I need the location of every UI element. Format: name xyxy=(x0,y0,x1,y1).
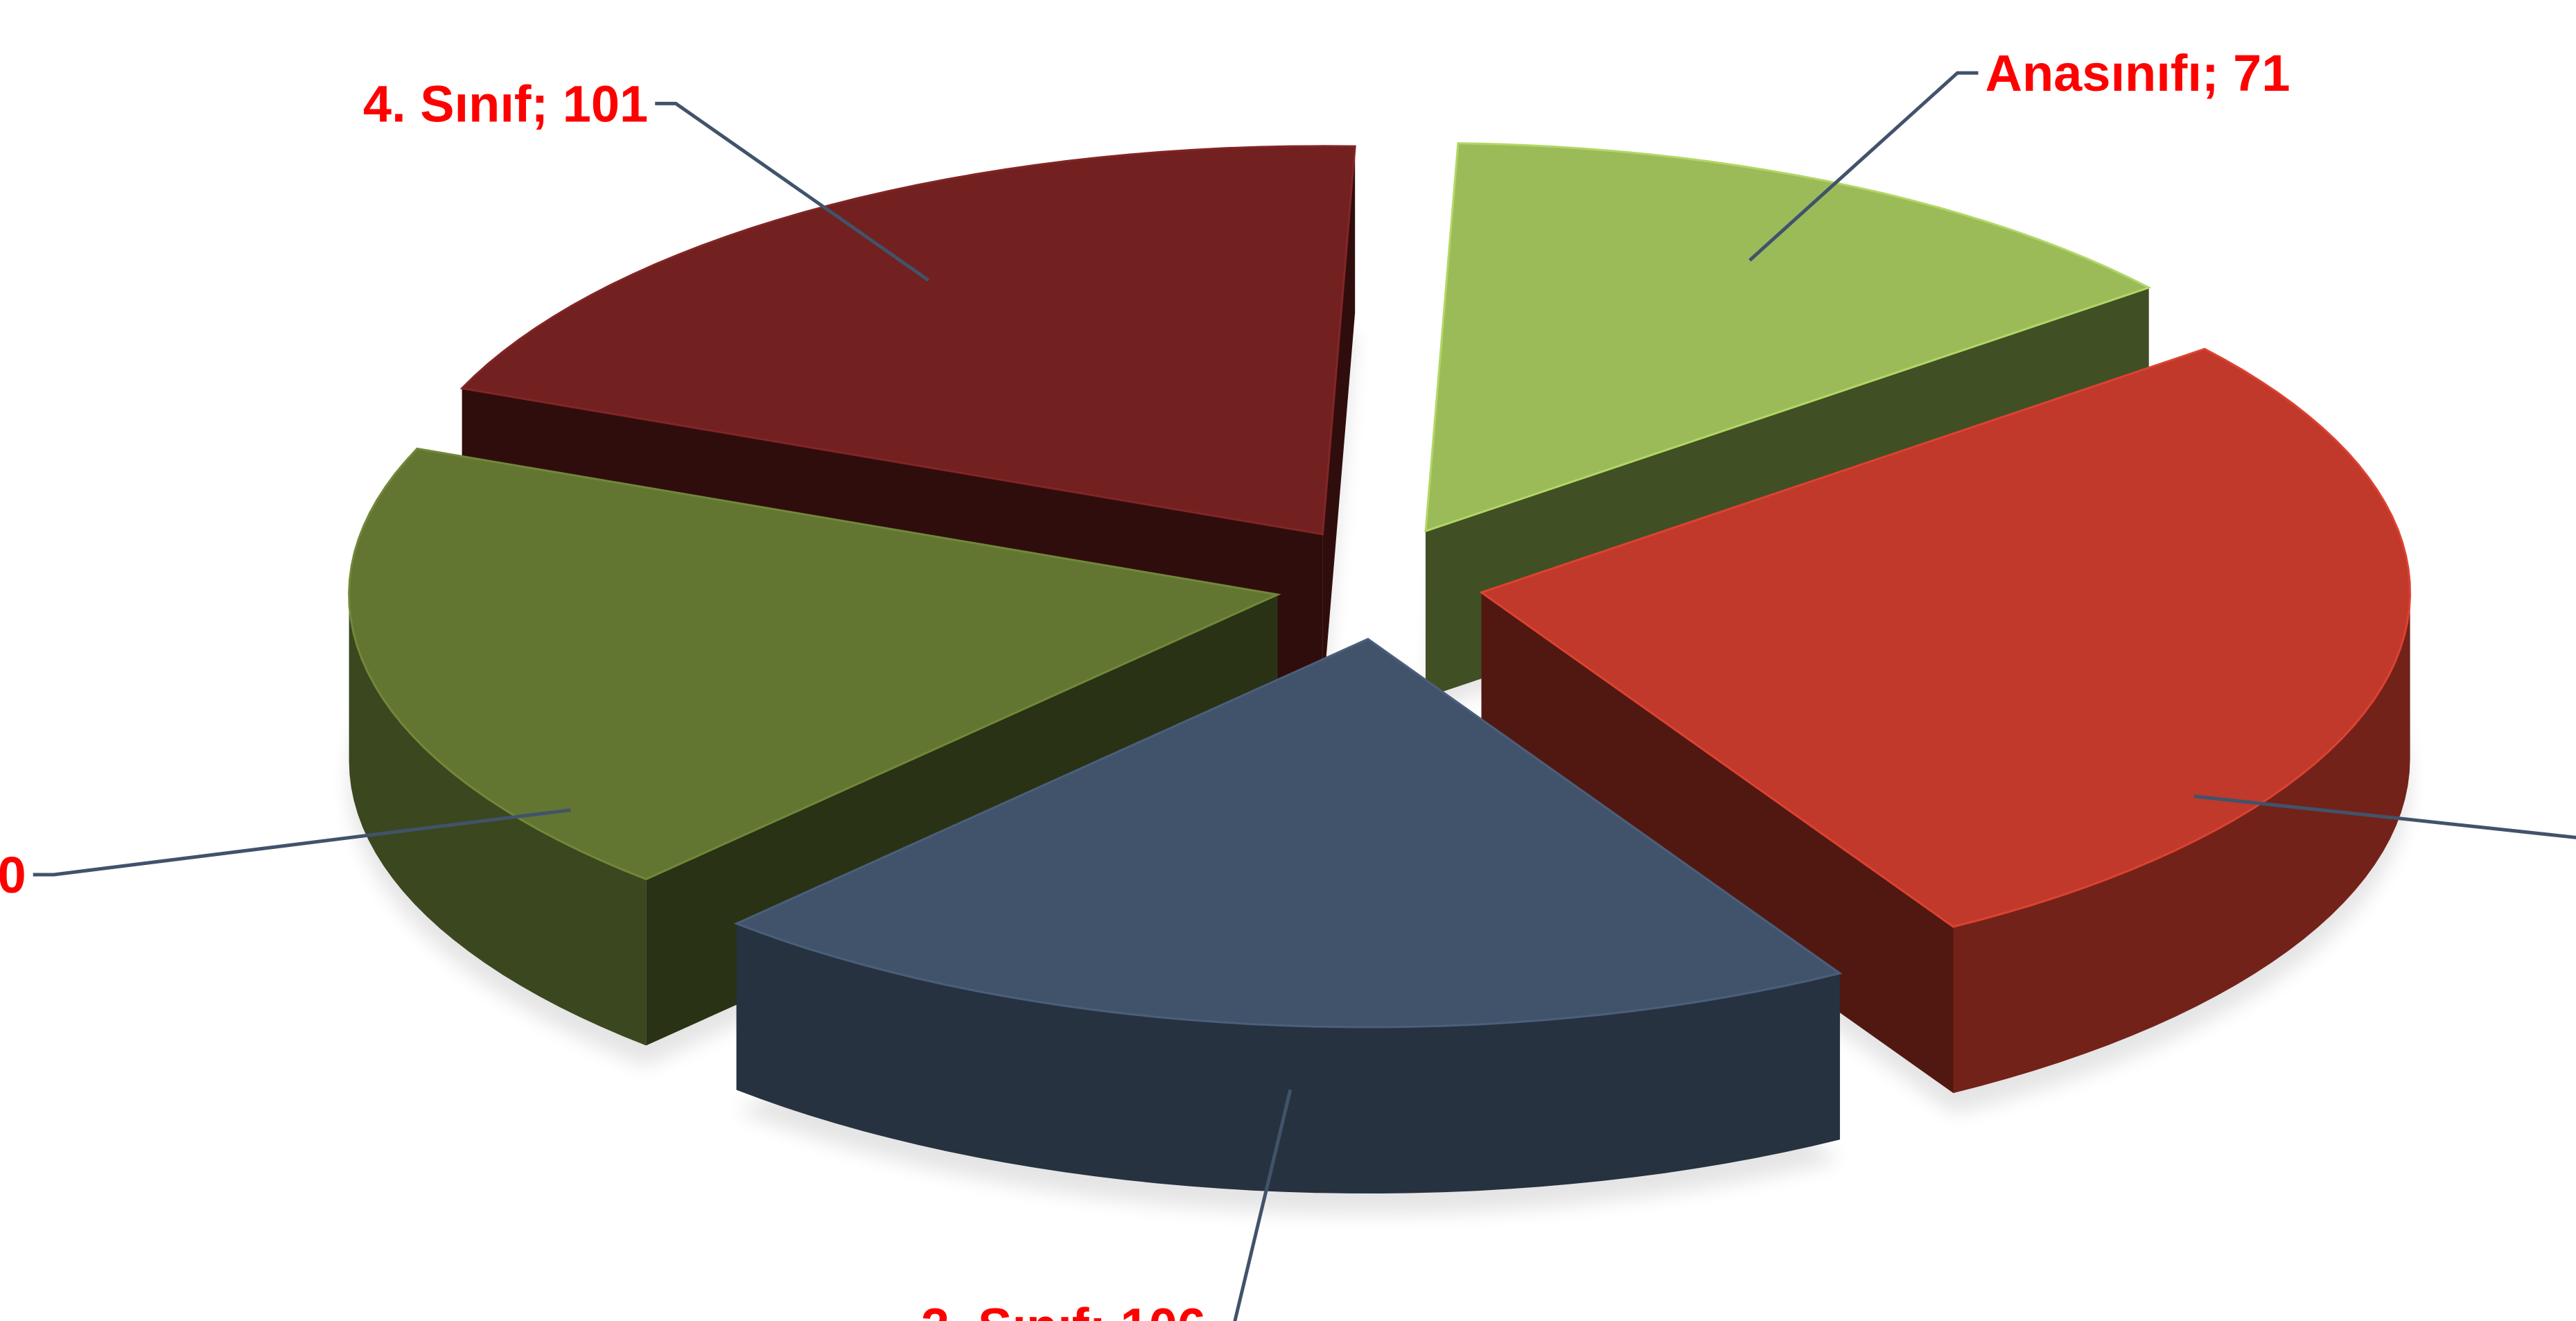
data-label-3: 3. Sınıf; 100 xyxy=(0,846,26,904)
slice-top-face xyxy=(1424,142,2152,533)
data-label-2: 2. Sınıf; 106 xyxy=(921,1298,1206,1321)
data-label-0: Anasınıfı; 71 xyxy=(1986,44,2290,102)
leader-line xyxy=(1233,1089,1293,1321)
slice-side-face xyxy=(1481,592,1954,1094)
leader-line xyxy=(33,808,571,877)
pie-slice-1[interactable] xyxy=(1479,347,2412,1094)
data-label-4: 4. Sınıf; 101 xyxy=(363,75,648,132)
slice-top-face xyxy=(1479,347,2412,928)
slice-side-face xyxy=(1322,146,1356,701)
leader-line xyxy=(2193,794,2576,839)
slice-outer-wall xyxy=(1953,592,2410,1094)
leader-line xyxy=(1749,71,1979,262)
slice-top-face xyxy=(459,145,1356,536)
slice-top-face xyxy=(348,447,1281,881)
pie-slice-2[interactable] xyxy=(733,638,1843,1193)
slice-outer-wall xyxy=(736,923,1840,1193)
slice-top-face xyxy=(733,638,1843,1029)
leader-line xyxy=(655,101,930,282)
